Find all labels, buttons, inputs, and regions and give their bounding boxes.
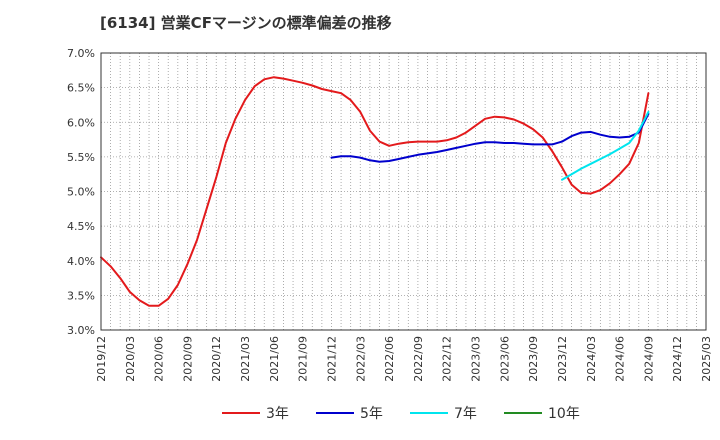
legend-label-3: 7年: [454, 406, 477, 422]
legend-label-1: 3年: [266, 406, 289, 422]
x-tick-label: 2021/09: [297, 336, 310, 382]
x-tick-label: 2023/09: [527, 336, 540, 382]
plot-frame: [100, 52, 707, 331]
x-tick-label: 2023/06: [498, 336, 511, 382]
x-tick-label: 2023/03: [470, 336, 483, 382]
x-tick-label: 2022/09: [412, 336, 425, 382]
x-tick-label: 2021/06: [268, 336, 281, 382]
series-line-2: [330, 112, 650, 163]
x-tick-label: 2022/06: [383, 336, 396, 382]
x-tick-label: 2019/12: [95, 336, 108, 382]
y-tick-label: 4.5%: [67, 220, 95, 233]
series-lines: [100, 76, 650, 307]
chart-title: [6134] 営業CFマージンの標準偏差の推移: [100, 14, 392, 32]
x-tick-label: 2022/03: [354, 336, 367, 382]
series-line-3: [561, 110, 650, 181]
x-tick-label: 2021/12: [325, 336, 338, 382]
y-tick-label: 6.5%: [67, 82, 95, 95]
x-tick-label: 2021/03: [239, 336, 252, 382]
y-tick-label: 3.0%: [67, 324, 95, 337]
x-tick-label: 2024/12: [671, 336, 684, 382]
legend: 3年 5年 7年 10年: [222, 406, 580, 422]
x-tick-label: 2020/09: [181, 336, 194, 382]
y-tick-label: 6.0%: [67, 116, 95, 129]
legend-label-4: 10年: [548, 406, 580, 422]
x-tick-label: 2020/06: [153, 336, 166, 382]
y-axis-ticks: 3.0% 3.5% 4.0% 4.5% 5.0% 5.5% 6.0% 6.5% 7.0%: [67, 47, 95, 337]
x-tick-label: 2025/03: [700, 336, 713, 382]
x-tick-label: 2024/06: [614, 336, 627, 382]
x-tick-label: 2024/09: [642, 336, 655, 382]
x-tick-label: 2022/12: [441, 336, 454, 382]
grid: [101, 53, 706, 330]
x-tick-label: 2023/12: [556, 336, 569, 382]
y-tick-label: 5.0%: [67, 186, 95, 199]
x-tick-label: 2020/12: [210, 336, 223, 382]
y-tick-label: 7.0%: [67, 47, 95, 60]
legend-label-2: 5年: [360, 406, 383, 422]
y-tick-label: 3.5%: [67, 289, 95, 302]
y-tick-label: 5.5%: [67, 151, 95, 164]
x-tick-label: 2020/03: [124, 336, 137, 382]
x-axis-ticks: 2019/12 2020/03 2020/06 2020/09 2020/12 2021/…: [95, 336, 713, 382]
series-line-1: [100, 76, 650, 307]
x-tick-label: 2024/03: [585, 336, 598, 382]
y-tick-label: 4.0%: [67, 255, 95, 268]
